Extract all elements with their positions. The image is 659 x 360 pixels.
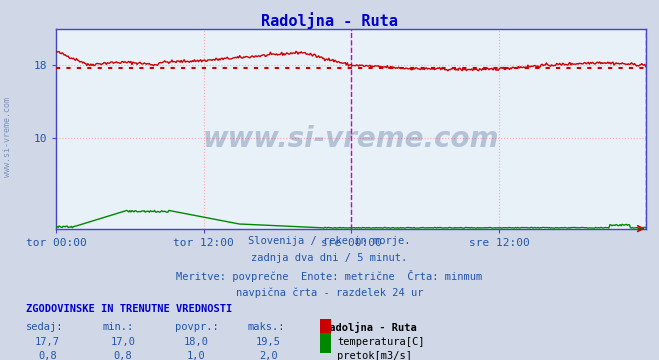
Text: www.si-vreme.com: www.si-vreme.com bbox=[203, 125, 499, 153]
Text: 17,0: 17,0 bbox=[111, 337, 136, 347]
Text: maks.:: maks.: bbox=[247, 322, 285, 332]
Text: 19,5: 19,5 bbox=[256, 337, 281, 347]
Text: temperatura[C]: temperatura[C] bbox=[337, 337, 425, 347]
Text: Meritve: povprečne  Enote: metrične  Črta: minmum: Meritve: povprečne Enote: metrične Črta:… bbox=[177, 270, 482, 282]
Text: Radoljna - Ruta: Radoljna - Ruta bbox=[261, 13, 398, 30]
Text: pretok[m3/s]: pretok[m3/s] bbox=[337, 351, 413, 360]
Text: 0,8: 0,8 bbox=[38, 351, 57, 360]
Text: 0,8: 0,8 bbox=[114, 351, 132, 360]
Text: povpr.:: povpr.: bbox=[175, 322, 218, 332]
Text: zadnja dva dni / 5 minut.: zadnja dva dni / 5 minut. bbox=[251, 253, 408, 263]
Text: 2,0: 2,0 bbox=[259, 351, 277, 360]
Text: 17,7: 17,7 bbox=[35, 337, 60, 347]
Text: min.:: min.: bbox=[102, 322, 133, 332]
Text: navpična črta - razdelek 24 ur: navpična črta - razdelek 24 ur bbox=[236, 288, 423, 298]
Text: 18,0: 18,0 bbox=[183, 337, 208, 347]
Text: ZGODOVINSKE IN TRENUTNE VREDNOSTI: ZGODOVINSKE IN TRENUTNE VREDNOSTI bbox=[26, 304, 233, 314]
Text: www.si-vreme.com: www.si-vreme.com bbox=[3, 97, 13, 177]
Text: 1,0: 1,0 bbox=[186, 351, 205, 360]
Text: Slovenija / reke in morje.: Slovenija / reke in morje. bbox=[248, 236, 411, 246]
Text: sedaj:: sedaj: bbox=[26, 322, 64, 332]
Text: Radoljna - Ruta: Radoljna - Ruta bbox=[323, 322, 416, 333]
